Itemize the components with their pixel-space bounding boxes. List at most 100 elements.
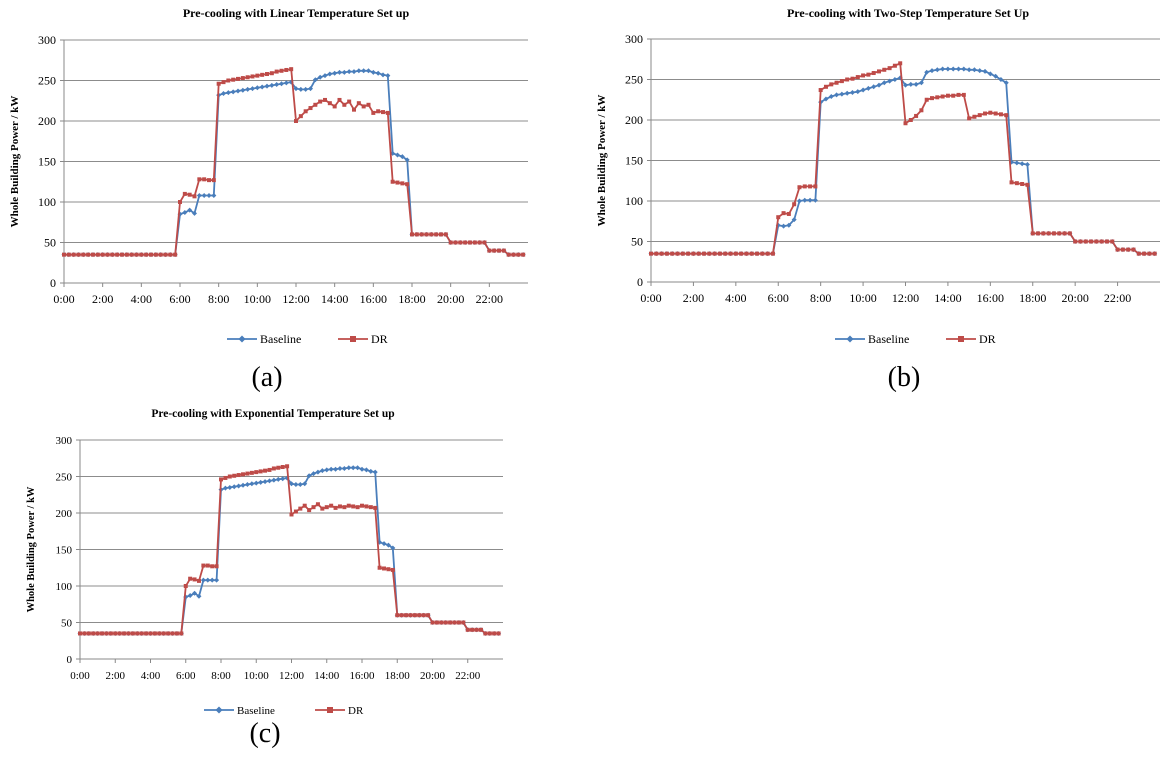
dr-point bbox=[487, 631, 492, 636]
baseline-point bbox=[214, 577, 220, 583]
dr-point bbox=[214, 564, 219, 569]
x-tick-label: 6:00 bbox=[768, 291, 789, 305]
y-tick-label: 0 bbox=[50, 276, 56, 290]
dr-point bbox=[696, 251, 701, 256]
x-tick-label: 22:00 bbox=[476, 292, 503, 306]
dr-point bbox=[223, 475, 228, 480]
dr-point bbox=[516, 252, 521, 257]
dr-point bbox=[82, 631, 87, 636]
dr-point bbox=[302, 503, 307, 508]
baseline-point bbox=[940, 66, 946, 72]
dr-point bbox=[337, 504, 342, 509]
dr-point bbox=[100, 252, 105, 257]
dr-point bbox=[760, 251, 765, 256]
dr-point bbox=[170, 631, 175, 636]
baseline-point bbox=[324, 467, 330, 473]
legend-marker-dr bbox=[350, 336, 356, 342]
dr-point bbox=[315, 502, 320, 507]
baseline-point bbox=[205, 577, 211, 583]
dr-point bbox=[776, 215, 781, 220]
dr-point bbox=[448, 620, 453, 625]
dr-point bbox=[342, 102, 347, 107]
baseline-point bbox=[918, 80, 924, 86]
dr-point bbox=[139, 631, 144, 636]
dr-point bbox=[245, 471, 250, 476]
dr-point bbox=[76, 252, 81, 257]
dr-point bbox=[347, 99, 352, 104]
dr-point bbox=[670, 251, 675, 256]
baseline-point bbox=[934, 67, 940, 73]
baseline-point bbox=[834, 92, 840, 98]
baseline-point bbox=[998, 77, 1004, 82]
y-tick-label: 250 bbox=[56, 472, 73, 484]
dr-point bbox=[139, 252, 144, 257]
baseline-point bbox=[945, 66, 951, 72]
dr-point bbox=[324, 505, 329, 510]
x-tick-label: 0:00 bbox=[53, 292, 74, 306]
dr-point bbox=[308, 106, 313, 111]
dr-point bbox=[744, 251, 749, 256]
x-tick-label: 0:00 bbox=[70, 670, 90, 682]
baseline-point bbox=[1009, 159, 1015, 165]
dr-point bbox=[892, 63, 897, 68]
dr-point bbox=[293, 509, 298, 514]
dr-point bbox=[232, 473, 237, 478]
dr-point bbox=[188, 576, 193, 581]
baseline-point bbox=[404, 157, 410, 163]
dr-point bbox=[216, 81, 221, 86]
dr-point bbox=[168, 252, 173, 257]
x-tick-label: 16:00 bbox=[349, 670, 375, 682]
dr-point bbox=[333, 505, 338, 510]
x-tick-label: 18:00 bbox=[398, 292, 425, 306]
dr-point bbox=[903, 121, 908, 126]
dr-point bbox=[496, 631, 501, 636]
dr-point bbox=[717, 251, 722, 256]
dr-point bbox=[265, 72, 269, 77]
dr-point bbox=[472, 240, 477, 245]
dr-point bbox=[434, 620, 439, 625]
dr-point bbox=[355, 505, 360, 510]
dr-point bbox=[100, 631, 105, 636]
dr-point bbox=[898, 61, 903, 66]
dr-point bbox=[157, 631, 162, 636]
x-tick-label: 2:00 bbox=[683, 291, 704, 305]
dr-point bbox=[81, 252, 86, 257]
dr-point bbox=[323, 97, 327, 102]
baseline-point bbox=[245, 86, 251, 92]
baseline-point bbox=[977, 68, 983, 74]
y-tick-label: 300 bbox=[56, 435, 73, 447]
panel-label-c: (c) bbox=[249, 718, 281, 749]
dr-point bbox=[182, 191, 187, 196]
baseline-point bbox=[182, 210, 188, 216]
dr-point bbox=[329, 503, 334, 508]
baseline-point bbox=[337, 69, 342, 75]
baseline-point bbox=[380, 72, 386, 78]
y-tick-label: 50 bbox=[631, 235, 643, 249]
dr-point bbox=[664, 251, 669, 256]
dr-point bbox=[728, 251, 733, 256]
dr-point bbox=[998, 112, 1003, 117]
baseline-point bbox=[328, 466, 334, 472]
baseline-point bbox=[269, 82, 275, 88]
y-tick-label: 200 bbox=[56, 508, 73, 520]
dr-point bbox=[770, 251, 775, 256]
baseline-point bbox=[322, 73, 328, 79]
dr-point bbox=[945, 93, 950, 98]
baseline-point bbox=[839, 91, 845, 97]
baseline-point bbox=[892, 77, 898, 82]
dr-point bbox=[1004, 113, 1009, 118]
dr-point bbox=[1131, 247, 1136, 252]
baseline-point bbox=[865, 85, 871, 91]
dr-point bbox=[414, 232, 419, 237]
dr-point bbox=[1142, 251, 1147, 256]
dr-point bbox=[961, 92, 966, 97]
dr-point bbox=[320, 506, 325, 511]
dr-point bbox=[276, 465, 281, 470]
baseline-point bbox=[370, 69, 376, 75]
y-axis-label: Whole Building Power / kW bbox=[596, 95, 608, 227]
legend-label-baseline: Baseline bbox=[868, 332, 909, 346]
baseline-point bbox=[250, 86, 255, 92]
x-tick-label: 14:00 bbox=[321, 292, 348, 306]
dr-point bbox=[386, 567, 391, 572]
baseline-point bbox=[812, 197, 818, 203]
